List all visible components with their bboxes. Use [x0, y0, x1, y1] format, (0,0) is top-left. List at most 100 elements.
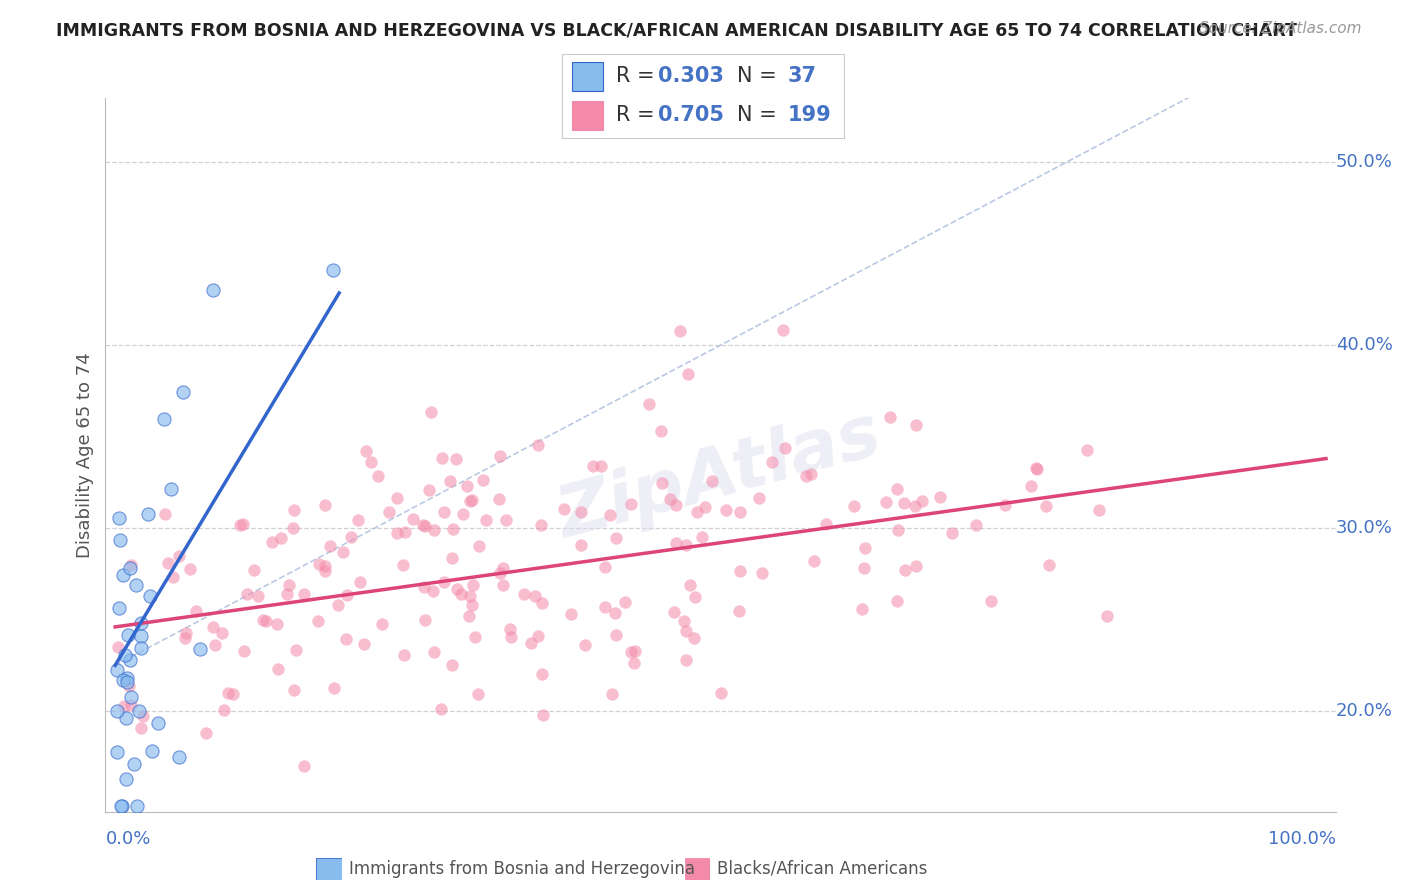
Text: 199: 199 — [787, 105, 831, 126]
Point — [283, 683, 305, 698]
Point — [105, 704, 128, 718]
Point — [679, 578, 702, 592]
Point — [458, 493, 481, 508]
Point — [129, 615, 152, 630]
Point — [419, 405, 441, 419]
Point — [281, 521, 304, 535]
Point — [489, 449, 512, 463]
Point — [614, 595, 637, 609]
Point — [105, 664, 128, 678]
Point — [650, 424, 672, 438]
Point — [441, 522, 464, 536]
Point — [605, 628, 627, 642]
Point — [893, 496, 915, 510]
Bar — [572, 62, 603, 91]
Point — [112, 567, 135, 582]
Point — [904, 417, 927, 432]
Point — [1025, 461, 1047, 475]
Point — [412, 580, 434, 594]
Point — [730, 564, 752, 578]
Text: ZipAtlas: ZipAtlas — [551, 401, 890, 552]
Point — [603, 606, 626, 620]
Point — [202, 620, 225, 634]
Point — [107, 640, 129, 655]
Point — [794, 469, 817, 483]
Point — [582, 458, 605, 473]
Text: 100.0%: 100.0% — [1268, 830, 1336, 848]
Point — [111, 673, 134, 687]
Point — [385, 491, 408, 505]
Point — [162, 570, 184, 584]
Text: 0.0%: 0.0% — [105, 830, 150, 848]
Point — [524, 589, 547, 603]
Point — [748, 491, 770, 505]
Point — [620, 496, 643, 510]
Point — [664, 606, 686, 620]
Point — [167, 549, 190, 563]
Point — [527, 629, 550, 643]
Point — [460, 493, 482, 508]
Point — [120, 558, 142, 572]
Point — [467, 687, 489, 701]
Point — [1076, 443, 1098, 458]
Point — [904, 559, 927, 574]
Point — [593, 559, 616, 574]
Point — [283, 502, 305, 516]
Point — [322, 263, 344, 277]
Point — [394, 525, 416, 540]
Point — [314, 498, 336, 512]
Point — [456, 479, 478, 493]
Point — [112, 698, 135, 713]
Point — [278, 578, 301, 592]
Point — [211, 626, 233, 640]
Text: IMMIGRANTS FROM BOSNIA AND HERZEGOVINA VS BLACK/AFRICAN AMERICAN DISABILITY AGE : IMMIGRANTS FROM BOSNIA AND HERZEGOVINA V… — [56, 21, 1298, 39]
Point — [174, 625, 197, 640]
Point — [307, 614, 329, 628]
Point — [267, 662, 290, 676]
Point — [332, 545, 354, 559]
Point — [690, 530, 713, 544]
Point — [467, 539, 489, 553]
Point — [501, 630, 523, 644]
Point — [458, 589, 481, 603]
Point — [678, 367, 700, 381]
Point — [727, 604, 749, 618]
Point — [461, 599, 484, 613]
Point — [179, 562, 201, 576]
Point — [120, 653, 142, 667]
Point — [353, 637, 375, 651]
Point — [1095, 609, 1118, 624]
Point — [773, 441, 796, 455]
Point — [904, 499, 927, 513]
Point — [994, 498, 1017, 512]
Point — [114, 711, 136, 725]
Text: 40.0%: 40.0% — [1336, 336, 1392, 354]
Point — [886, 482, 908, 496]
Point — [270, 531, 292, 545]
Point — [120, 698, 142, 712]
Point — [685, 590, 707, 604]
Point — [139, 590, 162, 604]
Point — [879, 410, 901, 425]
Point — [560, 607, 582, 621]
Point — [194, 726, 217, 740]
Point — [1035, 499, 1057, 513]
Point — [499, 622, 522, 636]
Point — [422, 584, 444, 599]
Point — [335, 588, 357, 602]
Point — [128, 704, 150, 718]
Text: 0.303: 0.303 — [658, 66, 724, 87]
Point — [266, 616, 288, 631]
Point — [335, 632, 357, 646]
Point — [114, 648, 136, 662]
Point — [842, 500, 865, 514]
Point — [800, 467, 823, 481]
Point — [772, 323, 794, 337]
Text: R =: R = — [616, 105, 661, 126]
Point — [569, 538, 592, 552]
Point — [716, 503, 738, 517]
Point — [415, 518, 437, 533]
Y-axis label: Disability Age 65 to 74: Disability Age 65 to 74 — [76, 352, 94, 558]
Point — [188, 642, 211, 657]
Point — [450, 587, 472, 601]
